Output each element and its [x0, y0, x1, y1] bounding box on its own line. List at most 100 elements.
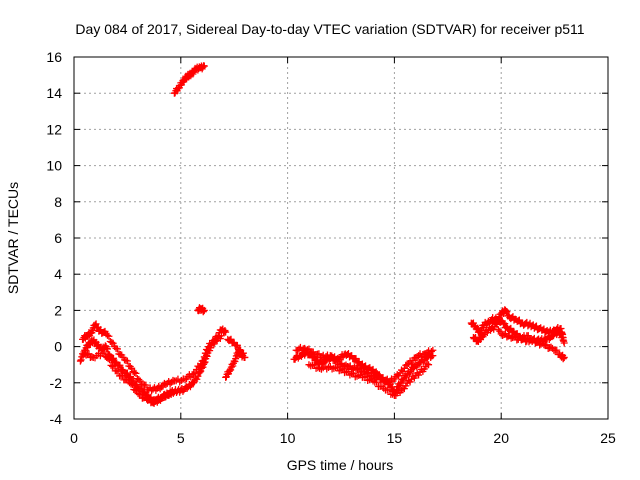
data-point — [199, 63, 207, 71]
data-point — [135, 376, 143, 384]
data-point — [403, 361, 411, 369]
data-point — [328, 352, 336, 360]
data-point — [128, 364, 136, 372]
data-point — [128, 381, 136, 389]
data-point — [200, 62, 208, 70]
data-point — [225, 367, 233, 375]
data-point — [199, 357, 207, 365]
data-point — [123, 369, 131, 377]
data-point — [489, 314, 497, 322]
data-point — [123, 357, 131, 365]
data-point — [221, 327, 229, 335]
data-point — [168, 388, 176, 396]
data-point — [131, 369, 139, 377]
data-point — [385, 386, 393, 394]
data-point — [204, 346, 211, 354]
y-tick-label: 4 — [54, 266, 62, 282]
data-point — [560, 353, 568, 361]
x-tick-label: 10 — [280, 430, 296, 446]
x-tick-label: 15 — [387, 430, 403, 446]
data-point — [362, 373, 370, 381]
y-tick-label: 8 — [54, 194, 62, 210]
data-point — [77, 356, 85, 364]
data-point — [352, 355, 360, 363]
data-point — [191, 369, 199, 377]
data-point — [373, 378, 381, 386]
data-point — [425, 361, 433, 369]
data-point — [385, 379, 393, 387]
data-point — [106, 356, 114, 364]
x-tick-label: 20 — [493, 430, 509, 446]
data-point — [105, 332, 113, 340]
data-point — [100, 348, 108, 356]
y-tick-label: 12 — [46, 121, 62, 137]
data-points — [76, 62, 568, 407]
data-point — [195, 363, 203, 371]
data-point — [137, 390, 145, 398]
data-point — [109, 339, 117, 347]
x-tick-label: 5 — [177, 430, 185, 446]
y-tick-label: 14 — [46, 85, 62, 101]
data-point — [136, 377, 144, 385]
data-point — [113, 345, 121, 353]
data-point — [339, 365, 347, 373]
data-point — [110, 362, 118, 370]
data-point — [210, 338, 218, 346]
data-point — [399, 367, 407, 375]
data-point — [493, 320, 501, 328]
data-point — [400, 364, 408, 372]
data-point — [241, 353, 249, 361]
data-point — [315, 350, 323, 358]
axes: 0 5 10 15 20 25 -4 -2 0 2 4 6 8 10 12 14 16 — [46, 49, 616, 446]
data-point — [553, 346, 561, 354]
data-point — [310, 361, 318, 369]
data-point — [132, 369, 140, 377]
x-tick-label: 0 — [70, 430, 78, 446]
data-point — [494, 326, 502, 334]
data-point — [103, 331, 111, 339]
x-tick-label: 25 — [600, 430, 616, 446]
data-point — [116, 361, 124, 369]
data-point — [76, 357, 84, 365]
y-tick-label: -4 — [50, 411, 63, 427]
y-tick-label: 6 — [54, 230, 62, 246]
data-point — [103, 345, 111, 353]
data-point — [349, 369, 357, 377]
data-point — [429, 346, 437, 354]
data-point — [133, 387, 141, 395]
data-point — [200, 306, 208, 314]
data-point — [183, 384, 191, 392]
y-tick-label: -2 — [50, 375, 63, 391]
data-point — [469, 319, 477, 327]
data-point — [427, 347, 435, 355]
y-tick-label: 0 — [54, 339, 62, 355]
data-point — [190, 370, 198, 378]
data-point — [415, 371, 423, 379]
data-point — [142, 381, 150, 389]
data-point — [118, 372, 126, 379]
y-tick-label: 2 — [54, 302, 62, 318]
data-point — [501, 306, 509, 314]
data-point — [333, 363, 341, 371]
y-axis-label: SDTVAR / TECUs — [5, 182, 21, 294]
x-axis-label: GPS time / hours — [287, 457, 394, 473]
data-point — [495, 314, 503, 322]
data-point — [344, 367, 352, 375]
data-point — [196, 368, 204, 376]
data-point — [114, 367, 122, 375]
chart-title: Day 084 of 2017, Sidereal Day-to-day VTE… — [75, 21, 584, 37]
data-point — [423, 360, 431, 368]
data-point — [239, 349, 247, 357]
data-point — [104, 355, 112, 363]
data-point — [108, 338, 116, 346]
data-point — [410, 364, 418, 372]
data-point — [222, 328, 230, 336]
data-point — [492, 318, 500, 326]
data-point — [560, 339, 568, 347]
data-point — [200, 353, 208, 361]
data-point — [503, 308, 511, 316]
data-point — [524, 332, 532, 340]
data-point — [193, 375, 201, 383]
data-point — [233, 341, 241, 349]
